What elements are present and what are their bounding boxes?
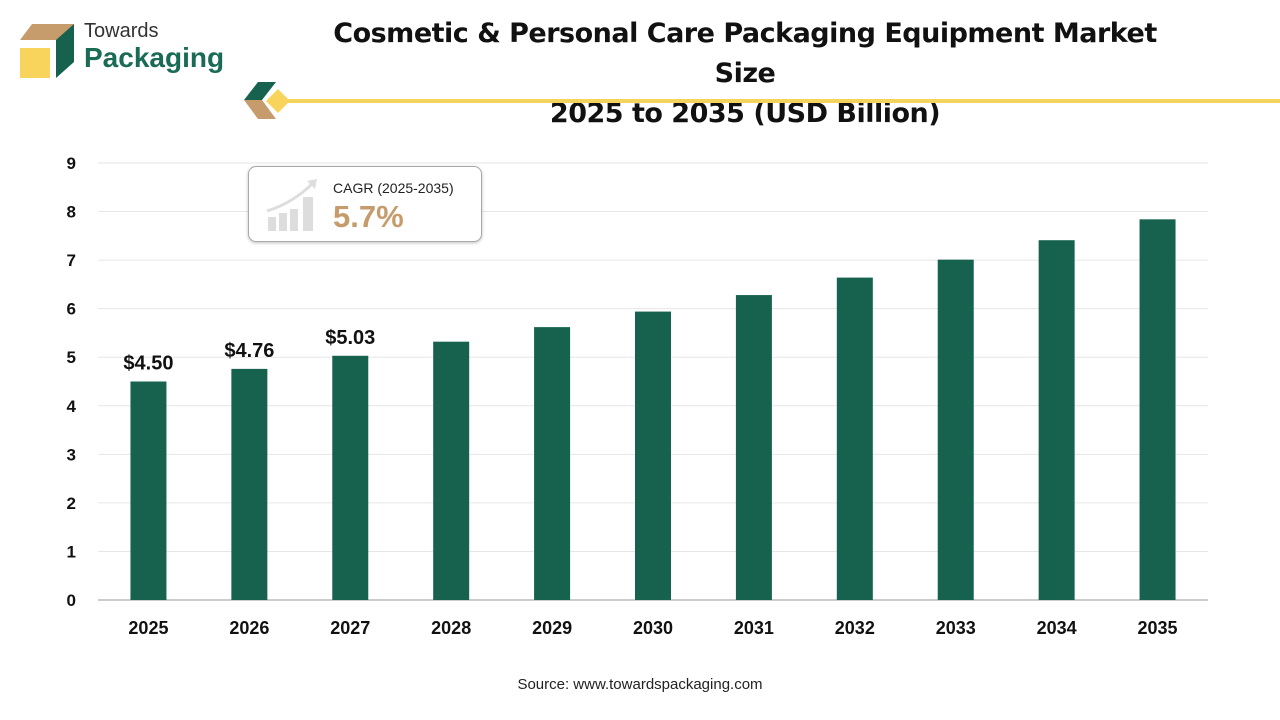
bar-2025 [130, 381, 167, 600]
chart-title: Cosmetic & Personal Care Packaging Equip… [300, 14, 1190, 134]
y-tick-label: 8 [67, 203, 76, 222]
cagr-value: 5.7% [333, 199, 404, 234]
growth-chart-icon [266, 179, 317, 231]
logo-text-towards: Towards [84, 20, 159, 42]
y-tick-label: 7 [67, 251, 76, 270]
bar-2028 [433, 341, 470, 600]
y-tick-label: 3 [67, 445, 76, 464]
y-tick-label: 9 [67, 154, 76, 173]
y-tick-label: 0 [67, 591, 76, 610]
bar-2026 [231, 368, 268, 600]
bar-2030 [635, 311, 671, 600]
y-tick-label: 4 [67, 397, 77, 416]
x-tick-label: 2031 [734, 618, 774, 638]
bar-2034 [1038, 240, 1075, 600]
title-line-2: 2025 to 2035 (USD Billion) [549, 98, 941, 129]
y-tick-label: 5 [67, 348, 76, 367]
data-label: $5.03 [325, 327, 375, 349]
x-tick-label: 2033 [936, 618, 976, 638]
logo-text-packaging: Packaging [84, 42, 225, 73]
data-label: $4.50 [123, 353, 173, 375]
x-tick-label: 2030 [633, 618, 673, 638]
bar-2031 [735, 295, 772, 600]
bar-2029 [534, 327, 571, 600]
logo-icon [20, 24, 74, 78]
title-line-1: Cosmetic & Personal Care Packaging Equip… [333, 18, 1157, 89]
data-label: $4.76 [224, 340, 274, 362]
x-tick-label: 2034 [1037, 618, 1077, 638]
source-note: Source: www.towardspackaging.com [517, 676, 763, 693]
x-tick-label: 2025 [128, 618, 168, 638]
x-tick-label: 2026 [229, 618, 269, 638]
y-tick-label: 2 [67, 494, 76, 513]
bar-2032 [836, 277, 873, 600]
x-tick-label: 2027 [330, 618, 370, 638]
bar-2027 [332, 355, 369, 600]
bar-2033 [937, 259, 974, 600]
cagr-label: CAGR (2025-2035) [333, 180, 454, 196]
title-divider-icon [244, 82, 1280, 119]
y-tick-label: 6 [67, 300, 76, 319]
x-tick-label: 2032 [835, 618, 875, 638]
x-tick-label: 2028 [431, 618, 471, 638]
cagr-box: CAGR (2025-2035) 5.7% [248, 166, 482, 242]
x-tick-label: 2029 [532, 618, 572, 638]
x-tick-label: 2035 [1138, 618, 1178, 638]
y-tick-label: 1 [67, 542, 76, 561]
bar-2035 [1139, 219, 1176, 600]
